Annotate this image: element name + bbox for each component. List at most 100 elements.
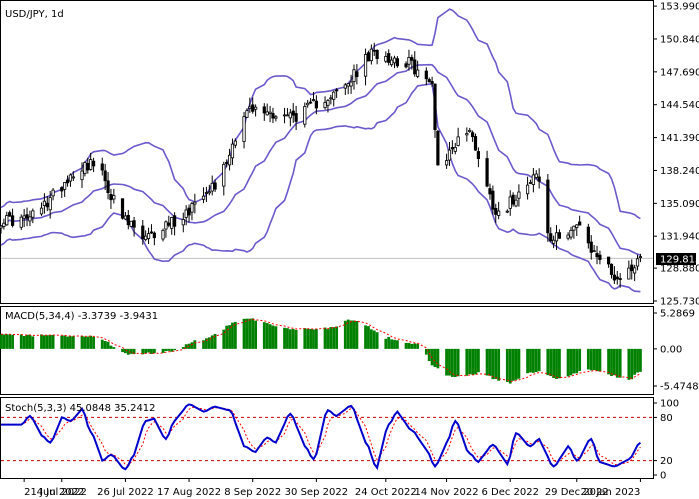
- candle-body: [103, 170, 107, 182]
- candle-body: [271, 113, 275, 119]
- candle-body: [630, 264, 634, 272]
- macd-bar: [508, 348, 512, 384]
- date-tick-label: 21 Jun 2022: [24, 487, 84, 498]
- candle-body: [161, 229, 165, 240]
- candle-body: [25, 214, 29, 219]
- candle-body: [384, 56, 388, 62]
- stoch-tick-label: 20: [660, 456, 673, 467]
- candle-body: [352, 69, 356, 82]
- macd-bar: [514, 348, 518, 380]
- candle-body: [638, 256, 643, 259]
- macd-bar: [31, 336, 35, 349]
- macd-bar: [618, 348, 622, 378]
- candle-body: [63, 182, 67, 190]
- macd-bar: [332, 327, 336, 349]
- macd-bar: [612, 348, 616, 376]
- macd-bar: [488, 348, 492, 376]
- macd-bar: [314, 328, 318, 349]
- stoch-main-line: [1, 403, 642, 471]
- macd-bar: [231, 322, 234, 349]
- macd-bar: [294, 329, 298, 349]
- price-tick-label: 125.730: [660, 297, 699, 308]
- macd-bar: [598, 348, 602, 372]
- macd-bar: [534, 348, 538, 373]
- candle-body: [141, 225, 145, 240]
- candle-body: [578, 221, 582, 226]
- candle-body: [68, 174, 73, 182]
- macd-bar: [141, 348, 145, 355]
- candle-body: [285, 114, 290, 117]
- macd-bar: [164, 348, 168, 352]
- macd-tick-label: -5.4748: [660, 382, 699, 393]
- candle-body: [152, 232, 156, 239]
- candle-body: [262, 106, 266, 114]
- macd-panel[interactable]: [0, 306, 654, 395]
- macd-bar: [173, 348, 176, 351]
- candle-body: [517, 191, 521, 199]
- macd-bar: [531, 348, 535, 373]
- date-tick-label: 26 Jul 2022: [97, 487, 154, 498]
- macd-bar: [69, 336, 72, 349]
- price-tick-label: 141.390: [660, 133, 699, 144]
- candle-body: [618, 278, 622, 280]
- candle-body: [303, 106, 307, 125]
- candle-body: [473, 136, 478, 151]
- candle-body: [31, 210, 35, 218]
- candle-body: [346, 83, 350, 87]
- macd-bar: [71, 336, 75, 349]
- candle-body: [254, 106, 258, 110]
- candle-body: [5, 215, 9, 226]
- candle-body: [615, 276, 619, 280]
- candle-body: [468, 129, 472, 133]
- candle-body: [514, 199, 518, 207]
- macd-bar: [369, 329, 373, 349]
- macd-bar: [636, 348, 639, 373]
- macd-bar: [80, 335, 84, 349]
- macd-bar: [222, 329, 226, 349]
- candle-body: [633, 267, 637, 274]
- candle-body: [123, 215, 128, 220]
- stoch-tick-label: 80: [660, 413, 673, 424]
- date-tick-label: 17 Aug 2022: [157, 487, 221, 498]
- macd-bar: [83, 336, 87, 349]
- candle-body: [91, 160, 96, 167]
- price-chart-title: USD/JPY, 1d: [5, 9, 64, 20]
- macd-bar: [526, 348, 529, 374]
- macd-bar: [265, 323, 269, 349]
- candle-body: [181, 219, 185, 226]
- candle-body: [83, 162, 87, 174]
- candle-body: [8, 212, 12, 217]
- candle-body: [424, 70, 428, 80]
- macd-bar: [566, 348, 570, 377]
- candle-body: [323, 102, 327, 109]
- candle-body: [505, 210, 509, 213]
- candle-body: [592, 250, 596, 253]
- macd-bar: [184, 344, 188, 349]
- macd-bar: [225, 325, 229, 349]
- macd-bar: [28, 334, 32, 349]
- date-tick-label: 8 Sep 2022: [224, 487, 281, 498]
- macd-bar: [416, 343, 420, 349]
- candle-body: [453, 147, 457, 152]
- macd-bar: [453, 348, 457, 377]
- candle-body: [149, 231, 154, 234]
- macd-bar: [103, 341, 107, 349]
- candle-body: [575, 224, 579, 228]
- macd-bar: [367, 326, 370, 349]
- candle-body: [294, 113, 298, 122]
- candle-body: [80, 170, 84, 181]
- macd-bar: [242, 318, 246, 349]
- macd-bar: [251, 318, 255, 349]
- macd-bar: [22, 336, 26, 349]
- macd-bar: [124, 348, 127, 354]
- macd-bar: [335, 326, 339, 349]
- candle-body: [471, 132, 475, 138]
- macd-bar: [213, 333, 217, 349]
- macd-bar: [8, 334, 12, 349]
- candle-body: [65, 179, 70, 184]
- macd-bar: [245, 318, 249, 349]
- macd-bar: [511, 348, 515, 381]
- macd-bar: [630, 348, 634, 380]
- macd-bar: [517, 348, 521, 379]
